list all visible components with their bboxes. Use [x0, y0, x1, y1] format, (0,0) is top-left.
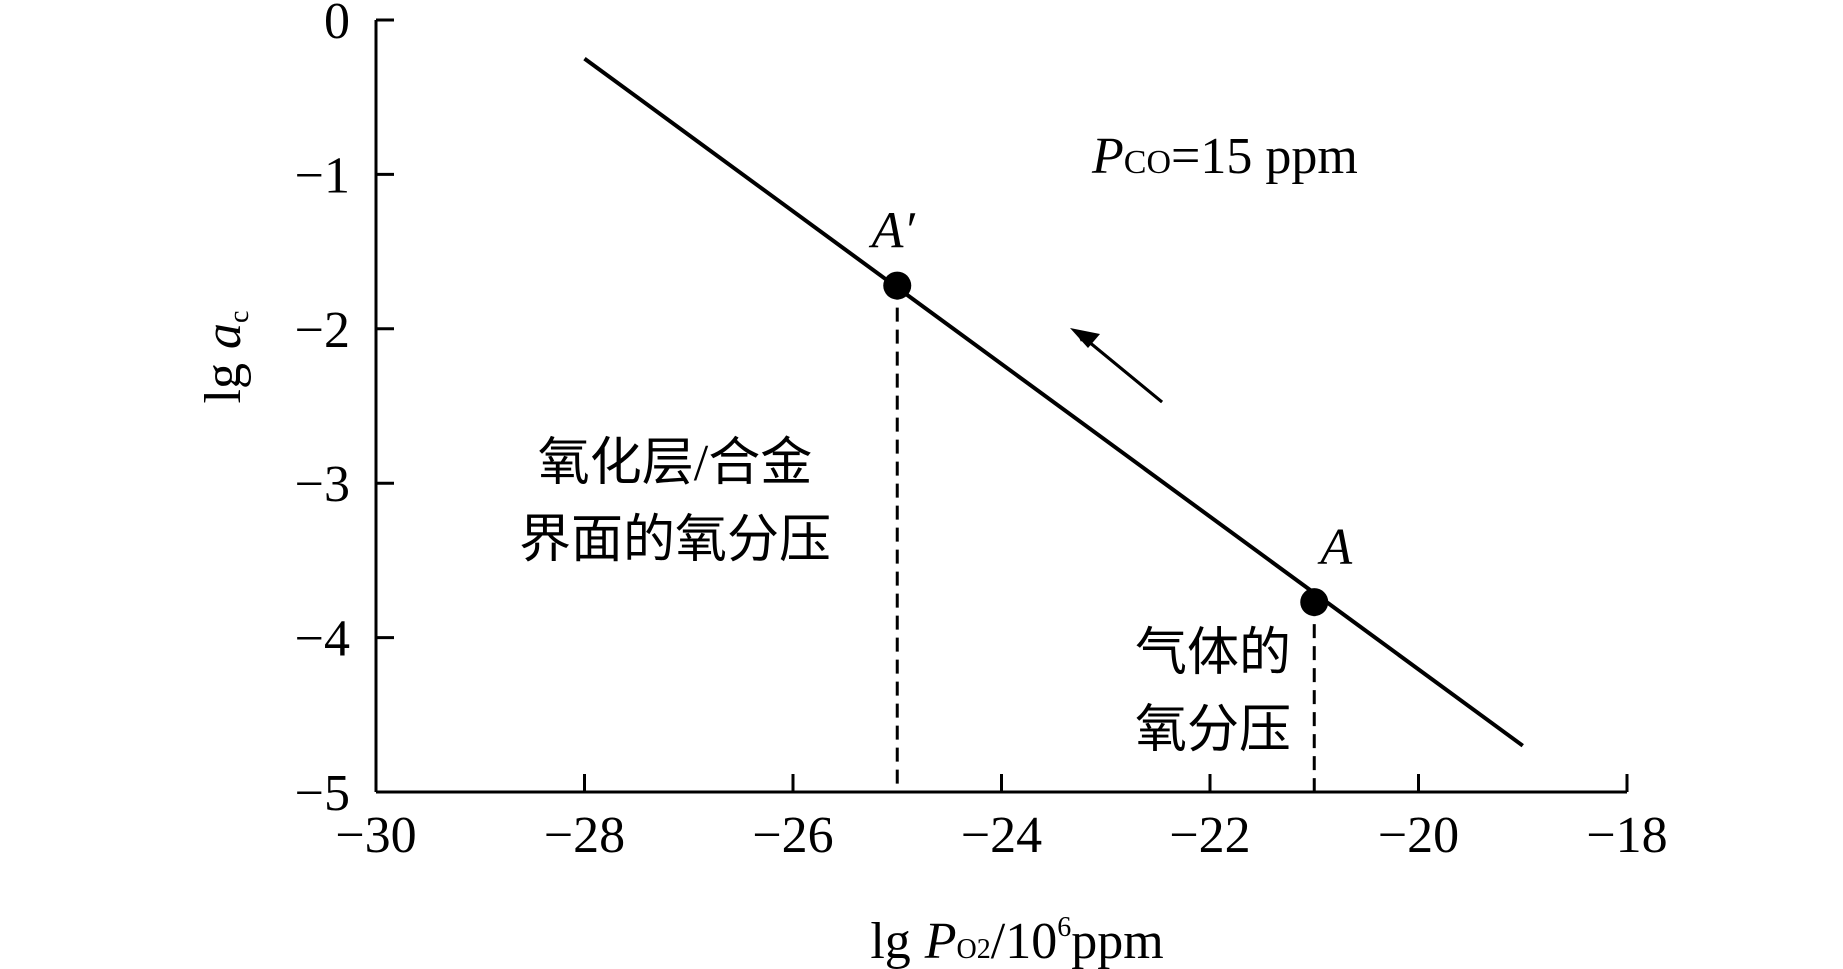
x-tick-label: −30 — [335, 807, 416, 864]
x-tick-label: −28 — [544, 807, 625, 864]
note-line: 界面的氧分压 — [519, 512, 831, 569]
x-tick-label: −24 — [961, 807, 1042, 864]
y-tick-label: 0 — [324, 0, 350, 50]
x-axis-label: lg PO2/106ppm — [870, 912, 1163, 969]
note-line: 氧化层/合金 — [538, 435, 812, 492]
point-label: A′ — [869, 203, 917, 260]
note-line: 氧分压 — [1135, 702, 1291, 759]
y-tick-label: −3 — [295, 456, 350, 513]
note-line: 气体的 — [1135, 625, 1291, 682]
y-axis-label-part: a — [195, 323, 252, 349]
point — [883, 271, 912, 300]
point-label: A — [1317, 519, 1352, 576]
annotation-part: =15 ppm — [1171, 128, 1358, 185]
y-axis-label-part: c — [224, 311, 255, 323]
x-axis-label-part: 6 — [1057, 912, 1071, 943]
x-axis-label-part: lg — [870, 913, 910, 969]
point — [1300, 588, 1329, 617]
x-tick-label: −26 — [752, 807, 833, 864]
y-tick-label: −5 — [295, 765, 350, 822]
x-axis-label-part: /10 — [991, 913, 1057, 969]
annotation-part: CO — [1124, 144, 1171, 181]
y-tick-label: −2 — [295, 302, 350, 359]
x-tick-label: −18 — [1586, 807, 1667, 864]
x-axis-label-part: O2 — [957, 934, 991, 965]
arrow-head — [1070, 328, 1100, 348]
y-axis-label: lg ac — [195, 311, 255, 404]
annotation: PCO=15 ppm — [1091, 128, 1358, 185]
y-tick-label: −1 — [295, 147, 350, 204]
y-tick-label: −4 — [295, 611, 350, 668]
y-axis-label-part: lg — [195, 363, 252, 403]
data-line — [583, 56, 1524, 748]
x-tick-label: −20 — [1378, 807, 1459, 864]
x-axis-label-part: ppm — [1071, 913, 1163, 969]
x-axis-label-part: P — [924, 913, 957, 969]
arrow-shaft — [1087, 339, 1163, 404]
annotation-part: P — [1091, 128, 1124, 185]
x-tick-label: −22 — [1169, 807, 1250, 864]
